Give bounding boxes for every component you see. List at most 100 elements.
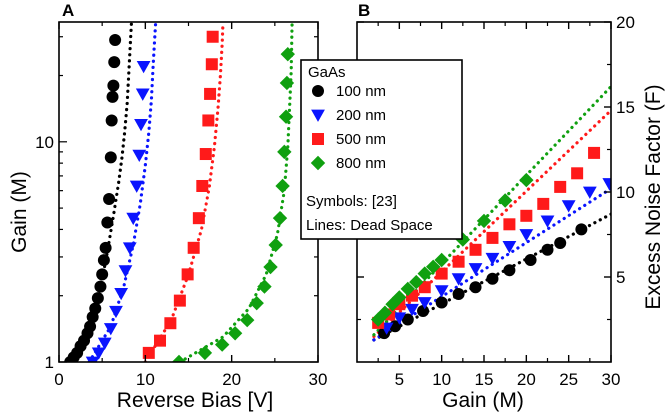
legend-lines-note: Lines: Dead Space — [306, 217, 433, 234]
panel-b-point-0-8 — [503, 264, 516, 277]
panel-a-xtick-0: 0 — [54, 370, 63, 389]
legend-entry-0: 100 nm — [336, 83, 386, 100]
panel-b-point-0-9 — [524, 254, 537, 266]
panel-b-point-2-10 — [520, 209, 533, 222]
panel-a-point-3-10 — [275, 178, 290, 194]
panel-a-xtick-3: 30 — [309, 370, 328, 389]
panel-b-xtick-5: 30 — [602, 370, 621, 389]
panel-b-point-2-8 — [486, 231, 499, 244]
panel-a-point-1-9 — [129, 180, 144, 193]
panel-b-point-2-13 — [571, 167, 584, 180]
panel-a-point-2-0 — [142, 346, 155, 359]
panel-b-ytick-0: 5 — [616, 268, 625, 287]
panel-a-point-1-10 — [132, 149, 147, 163]
panel-b-point-1-10 — [540, 215, 555, 228]
panel-b-point-0-12 — [575, 223, 588, 236]
panel-b-point-2-9 — [503, 218, 516, 231]
panel-a-point-0-15 — [103, 192, 116, 205]
panel-a-point-1-4 — [109, 305, 123, 319]
panel-b-xlabel: Gain (M) — [442, 389, 524, 412]
panel-label-b: B — [358, 1, 370, 20]
panel-a-line-3 — [178, 22, 294, 362]
panel-a-line-1 — [87, 22, 158, 362]
panel-a-point-3-7 — [263, 259, 278, 275]
panel-a-point-0-20 — [108, 56, 121, 69]
panel-a-point-0-19 — [107, 79, 120, 92]
panel-a-point-0-18 — [106, 90, 119, 103]
panel-a-point-2-3 — [173, 294, 186, 307]
panel-a-point-0-13 — [99, 241, 112, 254]
panel-a-point-2-6 — [192, 212, 205, 225]
panel-b-ytick-1: 10 — [616, 183, 635, 202]
panel-b-line-3 — [372, 84, 611, 337]
panel-a-point-0-12 — [97, 254, 110, 267]
panel-b-point-3-7 — [426, 259, 441, 274]
panel-b-point-1-3 — [417, 297, 432, 310]
panel-a-point-1-2 — [97, 337, 112, 350]
panel-a-point-1-0 — [85, 356, 100, 362]
panel-a-xtick-1: 10 — [136, 370, 155, 389]
panel-a-point-3-6 — [257, 279, 272, 294]
panel-a-point-2-11 — [205, 58, 218, 71]
panel-a-point-3-5 — [249, 295, 264, 311]
panel-a-point-3-4 — [240, 312, 255, 328]
legend: GaAs 100 nm 200 nm 500 nm 800 nm Symbols: [… — [300, 59, 463, 240]
panel-a-xlabel: Reverse Bias [V] — [117, 389, 273, 412]
panel-a-point-3-12 — [278, 109, 294, 124]
panel-a-point-2-5 — [187, 241, 200, 254]
panel-a-point-2-8 — [199, 148, 212, 161]
panel-b-xtick-2: 15 — [475, 370, 494, 389]
panel-a-ytick-0: 1 — [45, 353, 54, 372]
legend-marker-3 — [310, 155, 326, 171]
panel-b-point-1-7 — [485, 252, 500, 266]
panel-a-point-0-6 — [84, 320, 97, 333]
panel-a-point-3-2 — [214, 337, 230, 352]
panel-a-point-2-12 — [206, 30, 219, 43]
panel-b-point-0-5 — [452, 288, 465, 300]
panel-a-ytick-1: 10 — [35, 133, 54, 152]
panel-a-point-0-14 — [101, 216, 114, 229]
panel-a-point-1-12 — [135, 88, 150, 101]
legend-marker-0 — [312, 85, 324, 97]
panel-b-ylabel: Excess Noise Factor (F) — [642, 84, 665, 309]
panel-b-point-1-12 — [582, 186, 597, 199]
panel-b-point-2-6 — [452, 255, 465, 268]
panel-a-line-2 — [143, 22, 225, 362]
panel-b-point-0-10 — [541, 243, 554, 256]
legend-box — [300, 59, 463, 240]
panel-b-point-2-5 — [435, 267, 448, 280]
panel-b-point-3-11 — [497, 193, 513, 208]
panel-b-chart: 5 10 15 20 25 30 5 10 15 20 — [356, 13, 635, 389]
panel-b-point-2-11 — [537, 197, 550, 210]
panel-a-point-0-11 — [96, 268, 109, 281]
panel-b-point-1-6 — [468, 263, 483, 276]
panel-b-point-2-4 — [418, 281, 431, 294]
panel-a-point-2-9 — [202, 114, 215, 127]
panel-b-point-2-12 — [554, 180, 567, 193]
panel-b-point-1-8 — [502, 241, 517, 254]
panel-b-point-1-9 — [519, 229, 534, 242]
panel-a-point-0-17 — [105, 114, 118, 127]
panel-b-point-3-4 — [400, 281, 415, 297]
panel-a-point-0-9 — [91, 292, 104, 305]
panel-b-point-1-1 — [392, 312, 407, 325]
panel-a-point-1-7 — [122, 242, 137, 255]
panel-b-point-1-4 — [434, 285, 449, 298]
panel-a-point-1-5 — [114, 287, 129, 301]
legend-entry-1: 200 nm — [336, 107, 386, 124]
panel-b-point-2-14 — [588, 146, 601, 159]
panel-b-point-0-7 — [486, 272, 499, 285]
panel-a-point-2-4 — [181, 268, 194, 281]
panel-a-point-1-8 — [126, 212, 141, 226]
panel-b-point-3-6 — [417, 266, 432, 281]
panel-a-point-1-11 — [134, 118, 148, 132]
panel-a-point-0-16 — [104, 151, 117, 164]
panel-b-point-3-10 — [476, 213, 492, 229]
panel-a-point-0-10 — [94, 280, 107, 293]
panel-a-point-3-1 — [197, 345, 213, 361]
panel-a-point-1-6 — [118, 265, 133, 278]
panel-a-point-3-13 — [279, 75, 295, 91]
panel-a-point-2-1 — [154, 334, 167, 347]
panel-b-xtick-1: 10 — [432, 370, 451, 389]
